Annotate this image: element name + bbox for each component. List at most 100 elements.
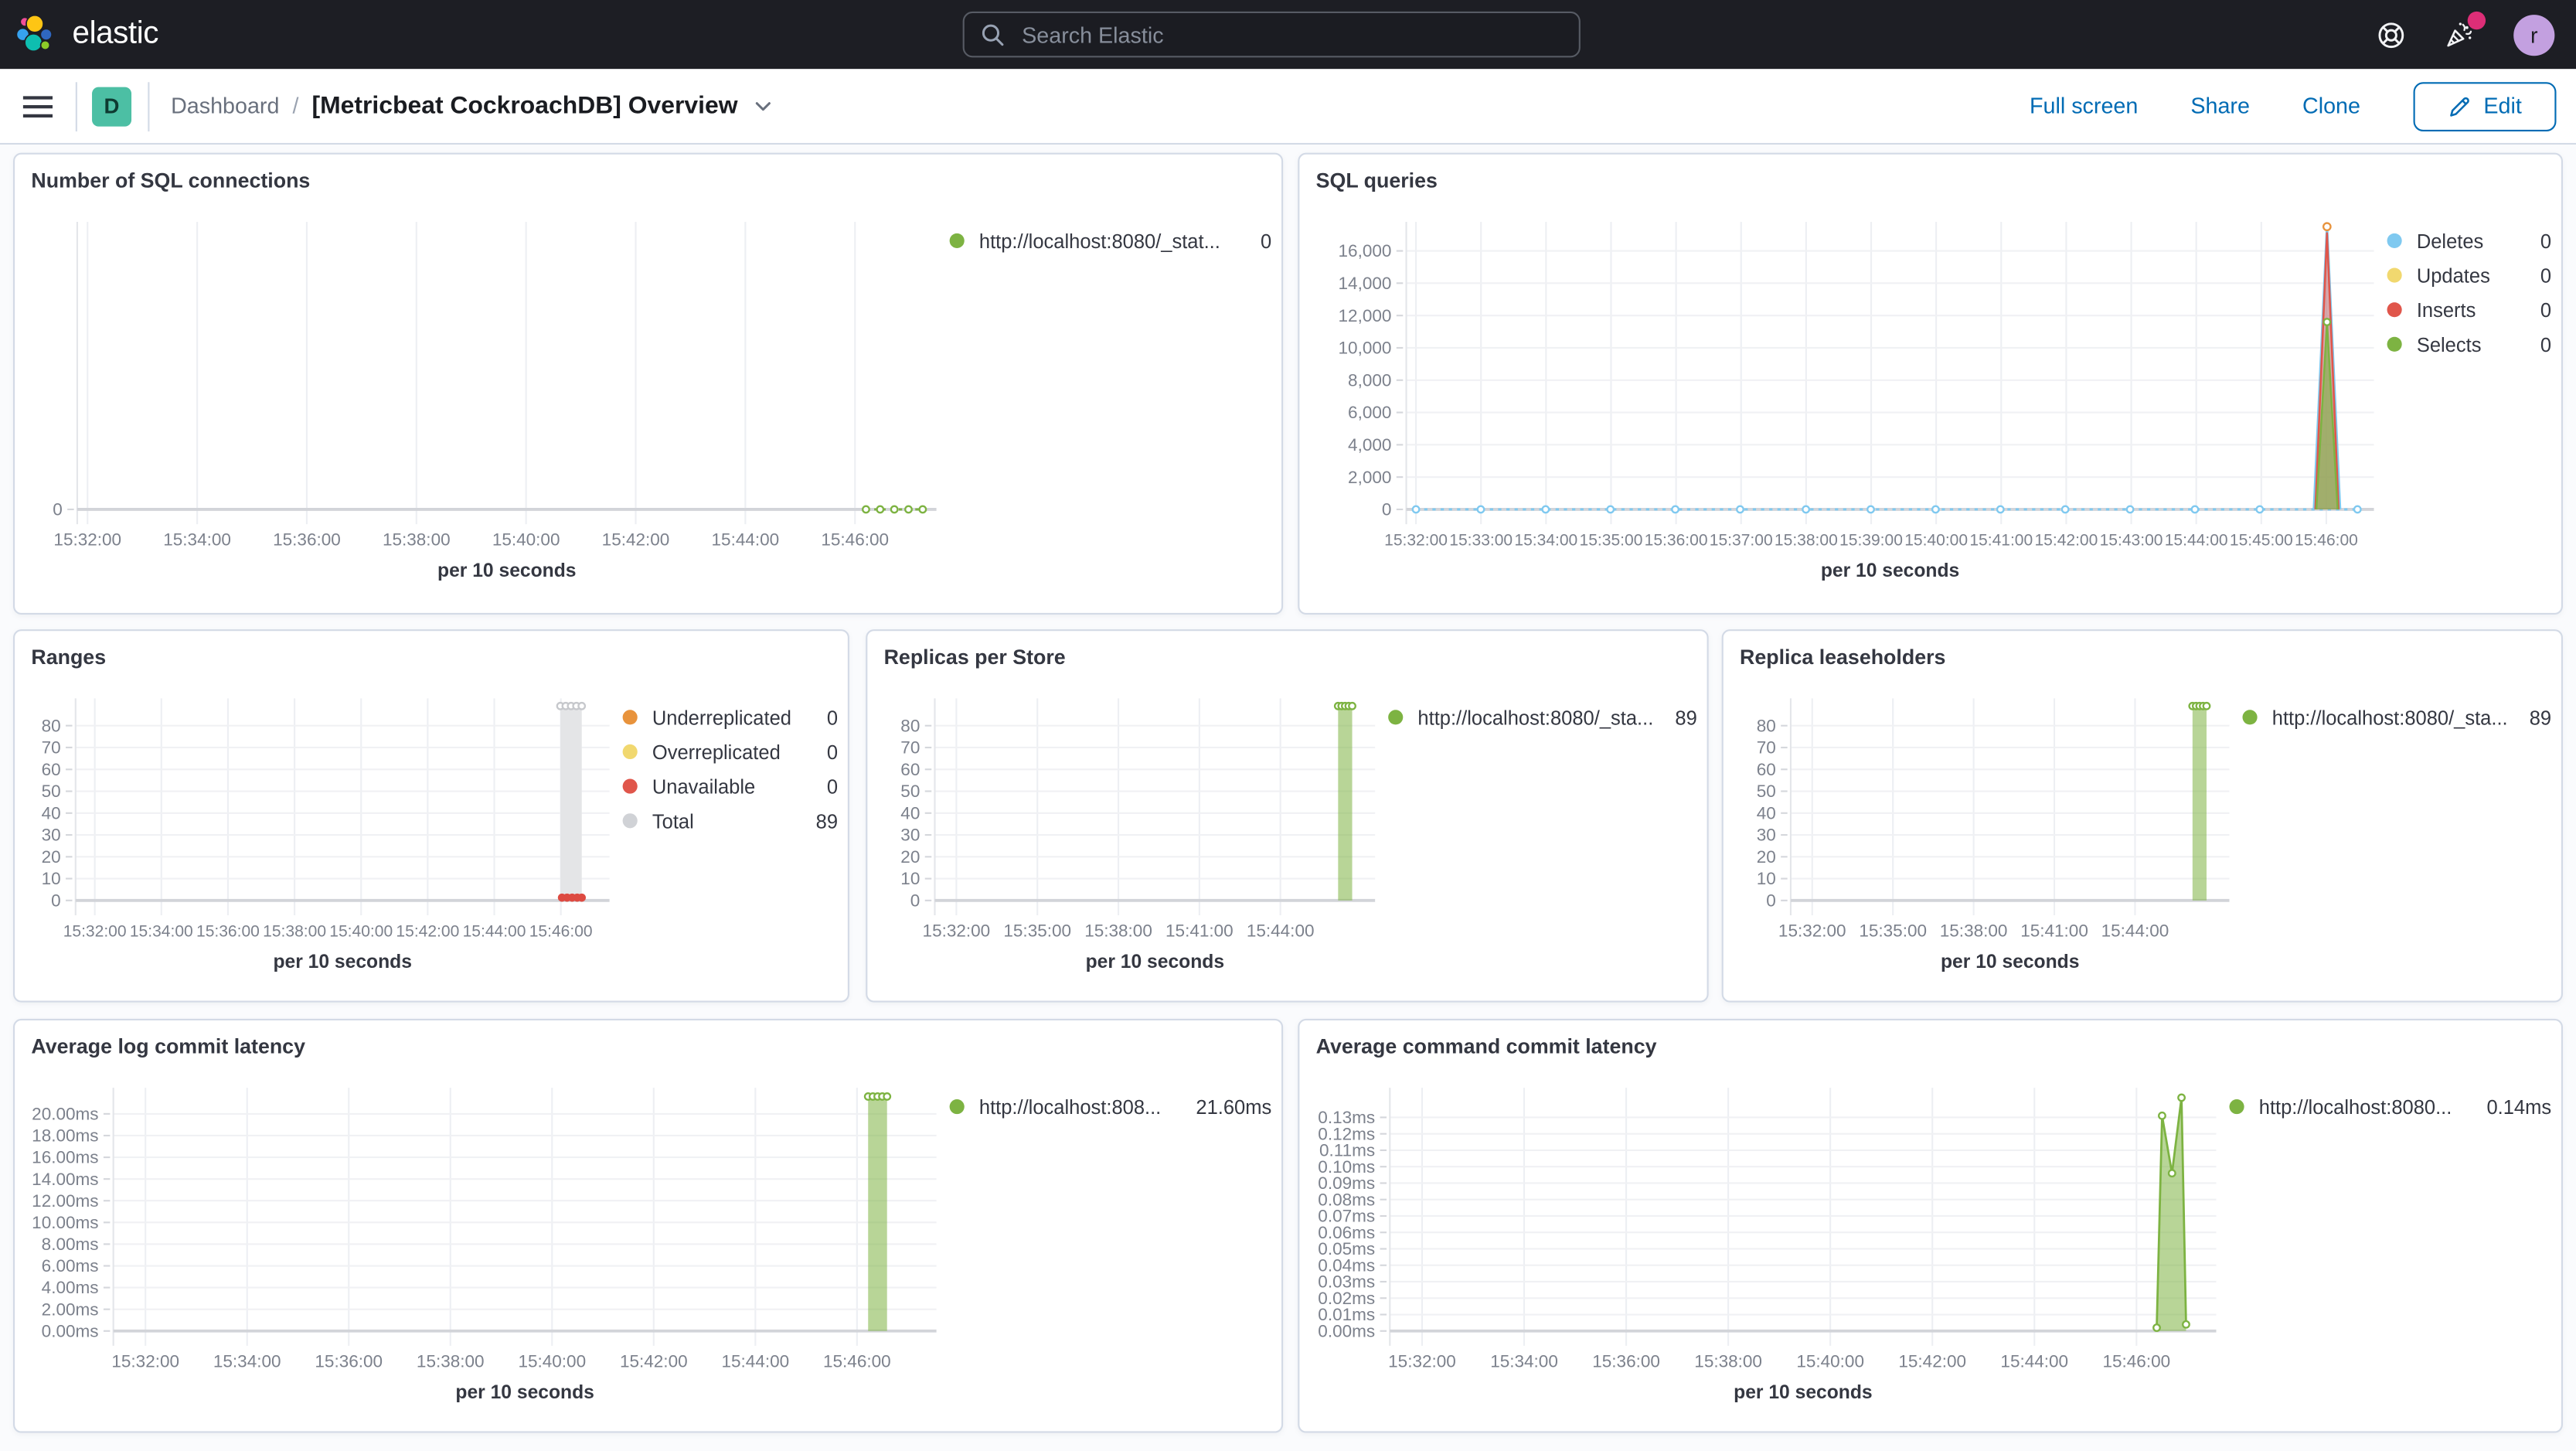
title-menu-button[interactable]	[753, 95, 774, 117]
legend-item[interactable]: Underreplicated 0	[622, 700, 838, 735]
svg-text:0.00ms: 0.00ms	[1318, 1321, 1375, 1340]
notification-badge	[2467, 11, 2486, 30]
svg-text:40: 40	[1757, 803, 1776, 823]
legend-color-dot	[622, 778, 638, 794]
legend-item[interactable]: Overreplicated 0	[622, 734, 839, 769]
menu-button[interactable]	[22, 94, 53, 118]
sql-queries-chart[interactable]: 15:32:00 15:33:00 15:34:00 15:35:00 15:36:00…	[1312, 197, 2387, 600]
svg-text:15:34:00: 15:34:00	[1514, 532, 1577, 550]
legend-item[interactable]: http://localhost:8080/_sta... 89	[2242, 700, 2551, 735]
breadcrumb-separator: /	[292, 94, 299, 119]
legend-value: 0	[2540, 229, 2552, 253]
panel-title: Average command commit latency	[1315, 1035, 1657, 1058]
svg-text:15:41:00: 15:41:00	[1165, 921, 1234, 941]
svg-text:15:32:00: 15:32:00	[63, 923, 127, 941]
svg-text:15:40:00: 15:40:00	[329, 923, 393, 941]
legend-label: http://localhost:8080/_sta...	[1417, 705, 1654, 729]
legend-item[interactable]: Updates 0	[2387, 258, 2551, 293]
share-button[interactable]: Share	[2190, 94, 2250, 119]
svg-text:15:34:00: 15:34:00	[1490, 1352, 1558, 1371]
svg-text:15:42:00: 15:42:00	[620, 1352, 688, 1371]
svg-text:15:42:00: 15:42:00	[602, 530, 670, 550]
panel-replicas-per-store: Replicas per Store 15:32:00 15:35:00 15:38…	[866, 629, 1709, 1003]
panel-number-of-sql-connections: Number of SQL connections 15:32:00 15:34:…	[13, 152, 1284, 615]
command-commit-latency-chart[interactable]: 15:32:00 15:34:00 15:36:00 15:38:00 15:40:00…	[1312, 1063, 2229, 1421]
svg-text:0: 0	[51, 891, 61, 911]
legend-item[interactable]: http://localhost:8080/_stat... 0	[949, 223, 1271, 258]
legend-item[interactable]: Total 89	[622, 803, 838, 838]
svg-text:15:36:00: 15:36:00	[196, 923, 260, 941]
svg-text:15:33:00: 15:33:00	[1449, 532, 1513, 550]
full-screen-button[interactable]: Full screen	[2029, 94, 2139, 119]
svg-text:15:35:00: 15:35:00	[1003, 921, 1071, 941]
space-badge[interactable]: D	[92, 86, 132, 126]
replica-leaseholders-chart[interactable]: 15:32:00 15:35:00 15:38:00 15:41:00 15:44:00…	[1737, 674, 2243, 991]
search-box[interactable]	[962, 11, 1581, 58]
log-commit-latency-chart[interactable]: 15:32:00 15:34:00 15:36:00 15:38:00 15:40:00…	[28, 1063, 949, 1421]
legend-label: http://localhost:8080...	[2258, 1095, 2452, 1119]
legend-item[interactable]: http://localhost:8080/_sta... 89	[1388, 700, 1697, 735]
chart-legend: http://localhost:8080/_sta... 89	[1388, 674, 1697, 735]
svg-text:15:44:00: 15:44:00	[721, 1352, 789, 1371]
breadcrumb-dashboard[interactable]: Dashboard	[171, 94, 280, 119]
toolbar-actions: Full screen Share Clone Edit	[2030, 81, 2576, 131]
toolbar: D Dashboard / [Metricbeat CockroachDB] O…	[0, 69, 2576, 145]
svg-text:0: 0	[53, 500, 63, 519]
legend-label: http://localhost:808...	[978, 1095, 1162, 1119]
legend-item[interactable]: Selects 0	[2387, 327, 2551, 362]
svg-text:per 10 seconds: per 10 seconds	[455, 1382, 594, 1403]
sql-connections-chart[interactable]: 15:32:00 15:34:00 15:36:00 15:38:00 15:40:00…	[28, 197, 949, 600]
svg-text:8.00ms: 8.00ms	[42, 1235, 99, 1254]
svg-text:15:46:00: 15:46:00	[529, 923, 593, 941]
svg-text:15:35:00: 15:35:00	[1859, 921, 1927, 941]
svg-text:60: 60	[1757, 760, 1776, 779]
legend-item[interactable]: Inserts 0	[2387, 292, 2551, 327]
svg-text:15:44:00: 15:44:00	[2101, 921, 2169, 941]
panel-title: SQL queries	[1315, 169, 1438, 192]
svg-text:15:44:00: 15:44:00	[463, 923, 526, 941]
svg-text:15:38:00: 15:38:00	[1775, 532, 1838, 550]
replicas-per-store-chart[interactable]: 15:32:00 15:35:00 15:38:00 15:41:00 15:44:00…	[880, 674, 1388, 991]
legend-value: 0	[826, 740, 839, 764]
elastic-brand[interactable]: elastic	[0, 13, 158, 56]
svg-text:16,000: 16,000	[1339, 241, 1392, 261]
svg-text:15:32:00: 15:32:00	[1778, 921, 1846, 941]
svg-text:50: 50	[42, 782, 61, 801]
ranges-chart[interactable]: 15:32:00 15:34:00 15:36:00 15:38:00 15:40:00…	[28, 674, 622, 991]
svg-text:60: 60	[900, 760, 920, 779]
legend-label: Selects	[2416, 332, 2482, 356]
svg-text:12,000: 12,000	[1339, 306, 1392, 325]
svg-text:50: 50	[900, 782, 920, 801]
svg-text:15:32:00: 15:32:00	[111, 1352, 179, 1371]
svg-text:20: 20	[900, 847, 920, 867]
legend-item[interactable]: Unavailable 0	[622, 769, 838, 804]
svg-text:15:34:00: 15:34:00	[130, 923, 193, 941]
help-button[interactable]	[2377, 21, 2405, 49]
legend-color-dot	[949, 1099, 965, 1115]
svg-text:0.09ms: 0.09ms	[1318, 1173, 1375, 1193]
svg-text:15:36:00: 15:36:00	[1592, 1352, 1660, 1371]
legend-item[interactable]: Deletes 0	[2387, 223, 2552, 258]
svg-text:0.07ms: 0.07ms	[1318, 1207, 1375, 1226]
header-actions: r	[2377, 0, 2576, 69]
user-avatar[interactable]: r	[2513, 14, 2555, 56]
legend-item[interactable]: http://localhost:808... 21.60ms	[949, 1089, 1271, 1124]
clone-button[interactable]: Clone	[2302, 94, 2360, 119]
search-input[interactable]	[1018, 20, 1563, 49]
legend-item[interactable]: http://localhost:8080... 0.14ms	[2229, 1089, 2551, 1124]
svg-text:70: 70	[900, 738, 920, 758]
svg-text:15:32:00: 15:32:00	[923, 921, 991, 941]
edit-button[interactable]: Edit	[2412, 81, 2557, 131]
panel-title: Number of SQL connections	[31, 169, 311, 192]
chart-legend: Deletes 0 Updates 0 Inserts 0 Selects 0	[2387, 197, 2552, 362]
svg-text:70: 70	[1757, 738, 1776, 758]
svg-text:10: 10	[1757, 869, 1776, 888]
svg-text:0.04ms: 0.04ms	[1318, 1255, 1375, 1275]
chart-legend: http://localhost:8080/_sta... 89	[2242, 674, 2551, 735]
whats-new-button[interactable]	[2445, 11, 2486, 49]
global-header: elastic	[0, 0, 2576, 70]
svg-text:0.03ms: 0.03ms	[1318, 1272, 1375, 1292]
legend-label: Updates	[2416, 264, 2490, 287]
legend-color-dot	[2229, 1099, 2244, 1115]
svg-text:50: 50	[1757, 782, 1776, 801]
